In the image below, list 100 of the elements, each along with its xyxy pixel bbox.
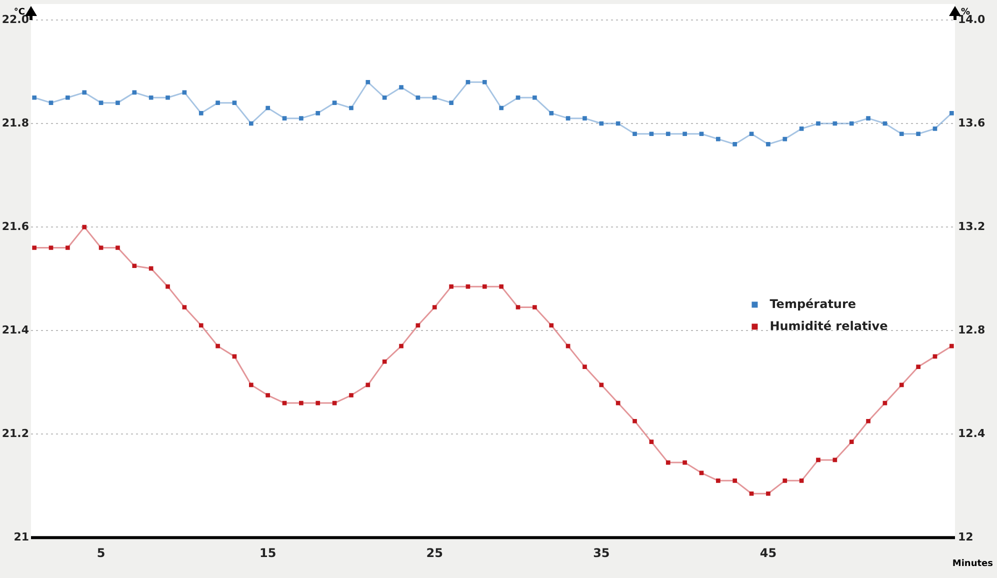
point xyxy=(432,95,437,100)
x-tick-label: 25 xyxy=(426,546,443,560)
point xyxy=(532,305,537,310)
point xyxy=(666,132,670,136)
point xyxy=(198,323,204,328)
point xyxy=(699,132,704,136)
point xyxy=(866,418,870,424)
point xyxy=(632,418,637,424)
point xyxy=(849,440,854,444)
point xyxy=(666,460,670,465)
point xyxy=(82,90,87,95)
point xyxy=(216,344,220,348)
point xyxy=(366,382,370,388)
point xyxy=(799,478,804,483)
point xyxy=(182,90,187,95)
point xyxy=(449,100,454,105)
point xyxy=(816,458,820,462)
point xyxy=(232,354,237,359)
point xyxy=(799,126,804,131)
point xyxy=(299,400,304,406)
point xyxy=(766,142,770,146)
point xyxy=(950,344,954,348)
point xyxy=(32,246,36,250)
point xyxy=(349,393,354,398)
point xyxy=(416,323,420,328)
point xyxy=(749,491,754,496)
point xyxy=(499,284,504,289)
point xyxy=(48,246,54,250)
point xyxy=(516,305,520,310)
y-tick-label: 21.8 xyxy=(2,116,29,130)
point xyxy=(916,364,920,369)
point xyxy=(866,116,870,121)
point xyxy=(299,116,304,121)
x-tick-label: 45 xyxy=(760,546,777,560)
point xyxy=(549,323,554,328)
point xyxy=(716,478,720,483)
point xyxy=(282,400,287,406)
point xyxy=(682,132,687,136)
point xyxy=(549,111,554,116)
point xyxy=(950,111,954,116)
y2-tick-label: 12 xyxy=(958,530,974,544)
point xyxy=(649,440,654,444)
point xyxy=(682,460,687,465)
point xyxy=(749,132,754,136)
x-tick-label: 5 xyxy=(96,546,106,560)
point xyxy=(732,142,738,146)
point xyxy=(232,100,237,105)
point xyxy=(566,344,570,348)
point xyxy=(882,400,888,406)
point xyxy=(382,95,387,100)
point xyxy=(732,478,738,483)
point xyxy=(332,400,337,406)
point xyxy=(82,224,87,230)
point xyxy=(782,136,788,142)
point xyxy=(566,116,570,121)
point xyxy=(482,80,487,84)
point xyxy=(466,284,470,289)
point xyxy=(98,100,104,105)
point xyxy=(182,305,187,310)
point xyxy=(266,106,270,110)
point xyxy=(616,121,620,126)
point xyxy=(66,95,70,100)
legend-label: Température xyxy=(770,296,856,311)
point xyxy=(832,121,838,126)
point xyxy=(316,400,320,406)
point xyxy=(148,266,154,271)
point xyxy=(599,382,604,388)
point xyxy=(782,478,788,483)
point xyxy=(432,305,437,310)
point xyxy=(316,111,320,116)
point xyxy=(166,95,170,100)
point xyxy=(932,354,938,359)
point xyxy=(116,100,120,105)
point xyxy=(366,80,370,84)
point xyxy=(198,111,204,116)
point xyxy=(399,85,404,90)
point xyxy=(699,470,704,476)
point xyxy=(282,116,287,121)
point xyxy=(466,80,470,84)
x-axis-title: Minutes xyxy=(952,558,993,569)
point xyxy=(166,284,170,289)
point xyxy=(382,359,387,364)
point xyxy=(399,344,404,348)
point xyxy=(649,132,654,136)
x-tick-label: 15 xyxy=(259,546,276,560)
point xyxy=(132,264,137,268)
y-tick-label: 21.4 xyxy=(2,323,30,336)
point xyxy=(716,136,720,142)
point xyxy=(216,100,220,105)
point xyxy=(416,95,420,100)
y2-tick-label: 12.4 xyxy=(958,426,986,440)
point xyxy=(148,95,154,100)
point xyxy=(349,106,354,110)
y-tick-label: 21.6 xyxy=(2,220,30,233)
point xyxy=(248,121,254,126)
point xyxy=(116,246,120,250)
point xyxy=(899,382,904,388)
point xyxy=(916,132,920,136)
y-tick-label: 21 xyxy=(14,530,29,544)
point xyxy=(766,491,770,496)
